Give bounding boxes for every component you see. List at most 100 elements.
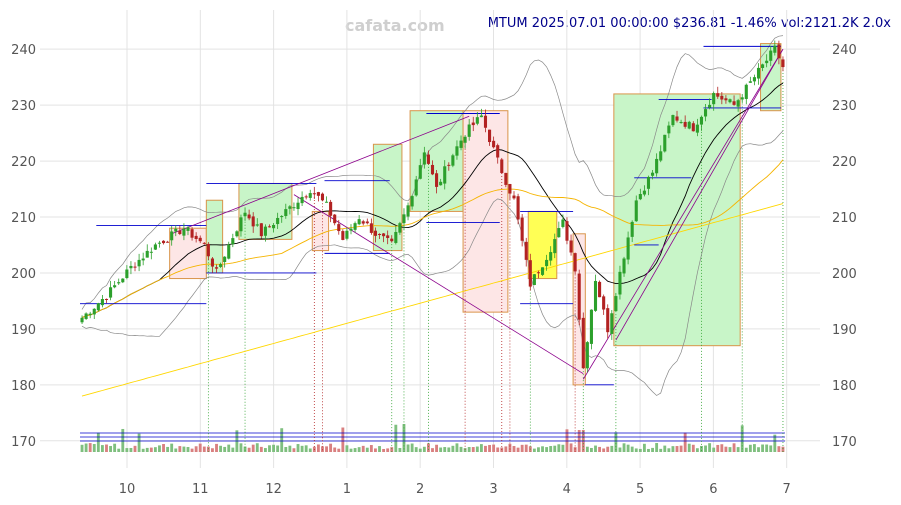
volume-bar — [769, 445, 773, 452]
candle-body — [634, 200, 638, 222]
candle-body — [418, 165, 422, 179]
candle-body — [724, 98, 728, 101]
candle-body — [492, 140, 496, 148]
volume-bar — [300, 445, 304, 452]
volume-bar — [614, 432, 618, 452]
volume-bar — [651, 447, 654, 452]
candle-body — [284, 209, 288, 217]
candle-body — [377, 233, 382, 235]
volume-bar — [178, 446, 182, 452]
candle-body — [88, 313, 92, 315]
volume-bar — [704, 445, 707, 452]
volume-bar — [166, 446, 170, 452]
volume-bar — [219, 445, 223, 452]
volume-bar — [202, 446, 206, 452]
volume-bar — [321, 446, 324, 452]
candle-body — [459, 140, 463, 148]
volume-bar — [524, 444, 528, 452]
candle-body — [475, 117, 479, 124]
candle-body — [659, 151, 663, 161]
volume-bar — [145, 447, 149, 452]
volume-bar — [488, 444, 491, 452]
y-tick-label-right: 220 — [832, 155, 857, 170]
volume-bar — [471, 447, 475, 452]
candle-body — [272, 224, 276, 229]
volume-bar — [361, 445, 365, 452]
volume-bar — [728, 447, 732, 452]
volume-bar — [467, 447, 471, 452]
candle-body — [618, 271, 622, 295]
volume-bar — [337, 448, 341, 452]
candle-body — [390, 238, 394, 242]
volume-bar — [622, 443, 626, 452]
candle-body — [337, 224, 341, 232]
volume-bar — [182, 446, 186, 452]
candle-body — [231, 238, 235, 245]
x-tick-label: 6 — [709, 482, 717, 497]
candle-body — [667, 125, 671, 134]
trendline — [293, 194, 584, 375]
volume-bar — [268, 445, 271, 452]
candle-body — [732, 101, 736, 105]
candle-body — [716, 93, 720, 97]
volume-bar — [211, 448, 214, 452]
volume-bar — [573, 447, 577, 452]
volume-bar — [594, 445, 597, 452]
candle-body — [251, 216, 255, 227]
volume-bar — [512, 446, 516, 452]
candle-body — [247, 214, 251, 219]
candle-body — [561, 219, 565, 227]
volume-bar — [532, 448, 536, 452]
candle-body — [210, 258, 214, 267]
x-tick-label: 4 — [563, 482, 571, 497]
y-tick-label-left: 190 — [11, 323, 36, 338]
candle-body — [202, 242, 206, 244]
candle-body — [488, 129, 492, 143]
candle-body — [756, 67, 761, 79]
volume-bar — [732, 443, 736, 452]
candle-body — [296, 202, 300, 210]
volume-bar — [141, 448, 145, 452]
candle-body — [695, 124, 699, 133]
volume-bar — [113, 443, 117, 452]
volume-bar — [186, 447, 190, 452]
candle-body — [520, 217, 524, 241]
candle-body — [545, 259, 549, 267]
volume-bar — [590, 447, 593, 452]
volume-bar — [194, 446, 198, 452]
candle-body — [553, 239, 557, 254]
candle-body — [276, 217, 280, 225]
volume-bar — [333, 447, 337, 452]
candle-body — [214, 267, 219, 269]
volume-bar — [634, 448, 638, 452]
candle-body — [329, 201, 333, 216]
candle-body — [398, 223, 402, 233]
volume-bar — [606, 446, 610, 452]
volume-bar — [683, 432, 687, 452]
volume-bar — [422, 446, 426, 452]
candle-body — [365, 221, 369, 224]
candle-body — [528, 260, 532, 287]
volume-bar — [280, 428, 284, 452]
volume-bar — [329, 443, 333, 452]
volume-bar — [712, 447, 716, 452]
volume-bar — [504, 446, 508, 452]
y-tick-label-left: 180 — [11, 379, 36, 394]
bollinger-lower — [81, 130, 784, 396]
candle-body — [312, 193, 316, 195]
candle-body — [186, 227, 190, 231]
candle-body — [463, 136, 467, 143]
volume-bar — [304, 445, 308, 452]
volume-bar — [740, 425, 744, 452]
volume-bar — [231, 447, 235, 452]
candle-body — [512, 195, 516, 199]
volume-bar — [748, 444, 752, 452]
volume-bar — [479, 444, 483, 452]
candle-body — [708, 104, 712, 108]
y-tick-label-left: 200 — [11, 267, 36, 282]
candle-body — [679, 122, 683, 124]
candle-body — [581, 317, 585, 369]
candle-body — [280, 216, 284, 218]
volume-bar — [263, 448, 267, 452]
